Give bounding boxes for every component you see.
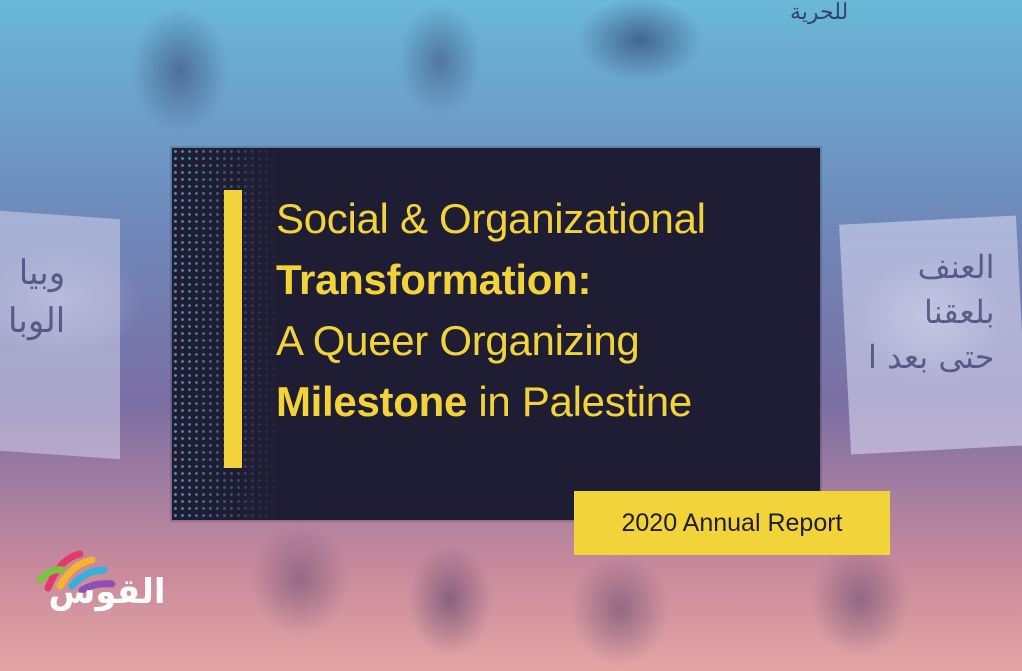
title-line-4-rest: in Palestine (467, 378, 692, 425)
logo-stroke-yellow (56, 556, 96, 590)
logo-stroke-pink (44, 550, 84, 592)
title-line-4: Milestone in Palestine (276, 371, 796, 432)
sign-text-right: العنف بلعقنا حتى بعد ا (868, 248, 995, 376)
title-line-2: Transformation: (276, 249, 796, 310)
logo-wordmark: القوس (48, 572, 166, 612)
title-panel: Social & Organizational Transformation: … (172, 148, 820, 520)
annual-report-badge: 2020 Annual Report (574, 491, 890, 555)
sign-text-top: للحرية (790, 0, 849, 25)
sign-text-left: وبيا الوبا (8, 253, 66, 341)
report-title: Social & Organizational Transformation: … (276, 188, 796, 432)
logo-stroke-green (36, 566, 66, 584)
badge-label: 2020 Annual Report (621, 508, 843, 537)
title-line-3: A Queer Organizing (276, 317, 640, 364)
logo-stroke-blue (68, 566, 108, 590)
title-bold-milestone: Milestone (276, 378, 467, 425)
logo-stroke-purple (78, 580, 116, 594)
alqaws-logo-icon (36, 550, 116, 594)
title-bold-transformation: Transformation: (276, 256, 592, 303)
accent-bar (224, 190, 242, 468)
title-line-1: Social & Organizational (276, 195, 706, 242)
